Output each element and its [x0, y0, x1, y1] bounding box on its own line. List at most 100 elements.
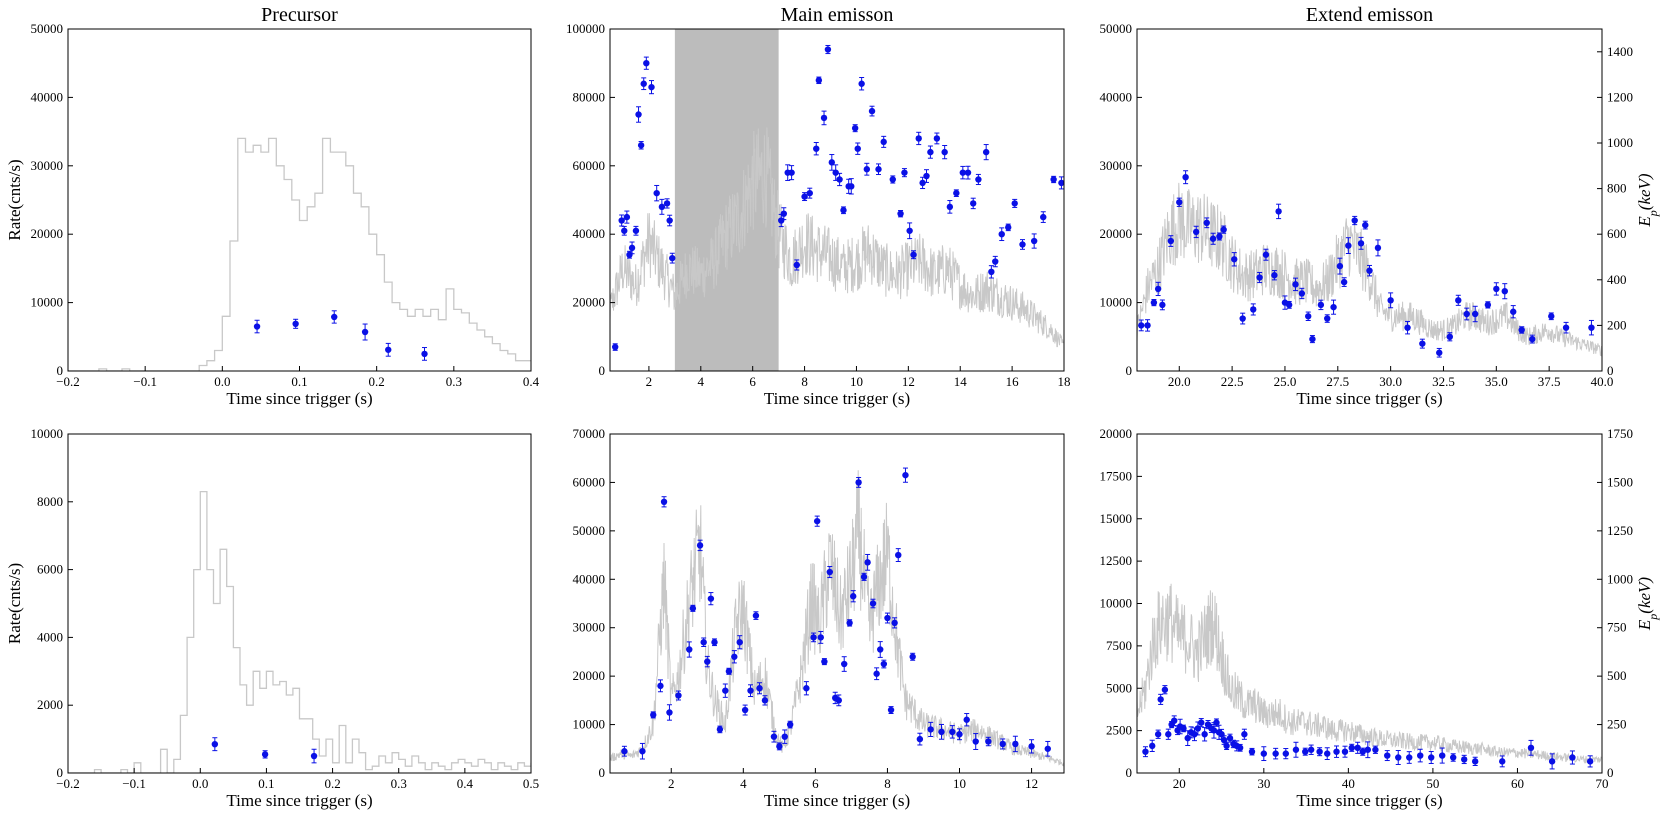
ep-point — [820, 114, 828, 122]
ep-point — [970, 200, 977, 207]
ep-point — [1298, 290, 1306, 297]
ep-point — [1333, 748, 1340, 755]
right-y-tick-label: 1400 — [1607, 44, 1633, 59]
ep-point — [1324, 315, 1331, 322]
ep-point — [1180, 725, 1187, 732]
ep-point — [1159, 301, 1166, 309]
ep-point — [1220, 226, 1227, 233]
ep-point — [1562, 324, 1570, 331]
ep-point — [910, 251, 917, 258]
ep-point — [869, 600, 877, 607]
y-tick-label: 50000 — [31, 21, 64, 36]
ep-point — [1309, 335, 1316, 343]
ep-point — [669, 254, 676, 262]
ep-point — [421, 350, 428, 358]
ep-point — [770, 733, 778, 740]
ep-point — [985, 738, 992, 745]
ep-point — [704, 658, 711, 665]
y-axis-label: Rate(cnts/s) — [5, 159, 24, 240]
ep-point — [875, 166, 882, 173]
ep-point — [927, 148, 934, 156]
ep-point — [999, 740, 1006, 748]
ep-point — [761, 697, 769, 704]
x-tick-label: 27.5 — [1326, 374, 1349, 389]
right-axis-label-rest: (keV) — [1635, 577, 1654, 614]
ep-point — [982, 148, 990, 156]
ep-point — [623, 213, 631, 221]
ep-point — [780, 210, 788, 217]
plot-area — [68, 137, 531, 371]
panel-title: Main emisson — [781, 4, 894, 26]
ep-point — [817, 634, 824, 641]
ep-series — [211, 737, 318, 764]
x-tick-label: 22.5 — [1221, 374, 1244, 389]
ep-point — [752, 612, 760, 619]
ep-point — [640, 80, 647, 87]
ep-point — [941, 148, 948, 156]
ep-point — [846, 619, 853, 627]
ep-point — [1340, 278, 1348, 286]
y-tick-label: 6000 — [37, 562, 63, 577]
y-tick-label: 17500 — [1100, 468, 1133, 483]
ep-point — [988, 268, 995, 276]
x-tick-label: 2 — [668, 776, 675, 791]
right-y-tick-label: 1000 — [1607, 135, 1633, 150]
ep-point — [331, 313, 338, 321]
ep-point — [666, 709, 673, 716]
x-tick-label: 0.0 — [214, 374, 230, 389]
x-tick-label: 4 — [740, 776, 747, 791]
axes-frame — [1136, 28, 1603, 372]
ep-series — [1142, 685, 1594, 770]
y-tick-label: 2500 — [1106, 723, 1132, 738]
lightcurve-histogram — [68, 137, 531, 371]
y-tick-label: 20000 — [31, 226, 64, 241]
x-tick-label: 30.0 — [1379, 374, 1402, 389]
ep-point — [938, 728, 945, 736]
ep-point — [1058, 179, 1064, 187]
ep-point — [891, 619, 898, 627]
right-y-tick-label: 1250 — [1607, 523, 1633, 538]
ep-point — [711, 639, 718, 646]
ep-point — [880, 138, 887, 146]
ep-point — [1292, 746, 1300, 753]
ep-point — [1192, 228, 1200, 236]
ep-point — [1307, 746, 1315, 753]
ep-point — [1149, 742, 1156, 750]
x-tick-label: 60 — [1511, 776, 1524, 791]
y-tick-label: 10000 — [31, 295, 64, 310]
ep-point — [650, 711, 657, 719]
ep-series — [253, 310, 428, 361]
x-tick-label: 37.5 — [1538, 374, 1561, 389]
x-axis-label: Time since trigger (s) — [226, 389, 372, 408]
right-y-tick-label: 1200 — [1607, 89, 1633, 104]
ep-point — [1493, 285, 1500, 293]
x-tick-label: 10 — [850, 374, 863, 389]
x-tick-label: −0.2 — [56, 374, 80, 389]
ep-point — [992, 258, 999, 265]
y-tick-label: 7500 — [1106, 638, 1132, 653]
ep-point — [637, 142, 645, 149]
ep-point — [1586, 758, 1594, 765]
ep-point — [658, 203, 666, 211]
y-tick-label: 50000 — [573, 523, 606, 538]
ep-point — [1203, 219, 1210, 226]
ep-point — [1548, 313, 1555, 320]
right-axis-label-main: E — [1635, 619, 1654, 631]
ep-point — [863, 166, 871, 173]
ep-point — [1387, 297, 1394, 304]
ep-point — [1406, 754, 1413, 761]
lightcurve-line — [610, 470, 1064, 767]
ep-point — [1213, 719, 1220, 726]
ep-point — [854, 145, 861, 152]
lightcurve-line — [1137, 583, 1602, 764]
x-tick-label: 32.5 — [1432, 374, 1455, 389]
ep-point — [722, 687, 729, 694]
x-axis-label: Time since trigger (s) — [1296, 389, 1442, 408]
ep-point — [1316, 748, 1323, 755]
ep-point — [663, 200, 671, 207]
ep-point — [916, 735, 924, 743]
y-tick-label: 40000 — [573, 571, 606, 586]
axes-frame — [609, 28, 1065, 372]
x-tick-label: 0.5 — [523, 776, 539, 791]
